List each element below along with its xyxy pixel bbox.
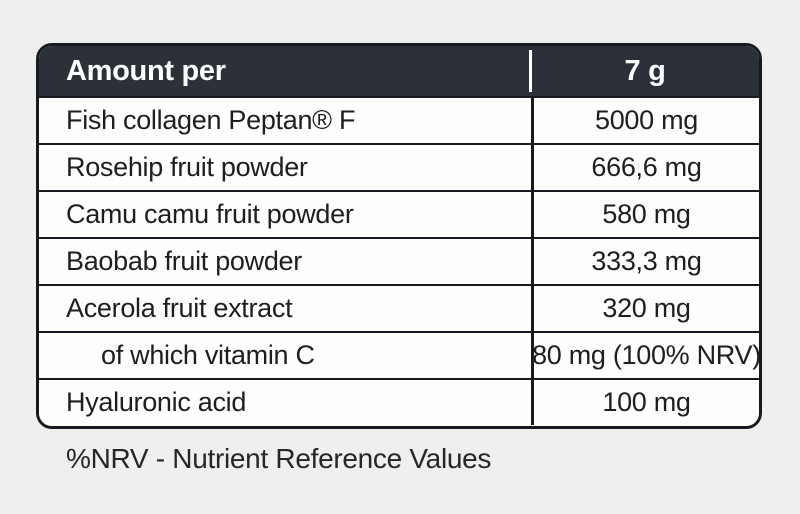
ingredient-name-sub: of which vitamin C [101,340,315,370]
ingredient-name: Acerola fruit extract [66,293,293,323]
table-header-row: Amount per 7 g [39,46,759,96]
nutrition-facts-table: Amount per 7 g Fish collagen Peptan® F 5… [36,43,762,429]
table-row: Hyaluronic acid 100 mg [39,378,759,425]
ingredient-name: Rosehip fruit powder [66,152,308,182]
ingredient-amount: 333,3 mg [531,239,759,284]
ingredient-name: Camu camu fruit powder [66,199,354,229]
table-row: Acerola fruit extract 320 mg [39,284,759,331]
ingredient-name: Hyaluronic acid [66,387,247,417]
nrv-footnote: %NRV - Nutrient Reference Values [66,443,492,474]
ingredient-amount: 100 mg [531,380,759,425]
ingredient-name: Baobab fruit powder [66,246,302,276]
table-row: Fish collagen Peptan® F 5000 mg [39,96,759,143]
ingredient-amount: 5000 mg [531,98,759,143]
table-row: Baobab fruit powder 333,3 mg [39,237,759,284]
ingredient-amount: 580 mg [531,192,759,237]
table-row: Rosehip fruit powder 666,6 mg [39,143,759,190]
ingredient-amount: 320 mg [531,286,759,331]
table-row: of which vitamin C 80 mg (100% NRV) [39,331,759,378]
ingredient-amount: 80 mg (100% NRV) [531,333,759,378]
header-column-divider [529,50,532,92]
header-amount-per-label: Amount per [66,54,226,87]
header-serving-amount: 7 g [624,54,666,87]
ingredient-amount: 666,6 mg [531,145,759,190]
ingredient-name: Fish collagen Peptan® F [66,105,356,135]
table-row: Camu camu fruit powder 580 mg [39,190,759,237]
